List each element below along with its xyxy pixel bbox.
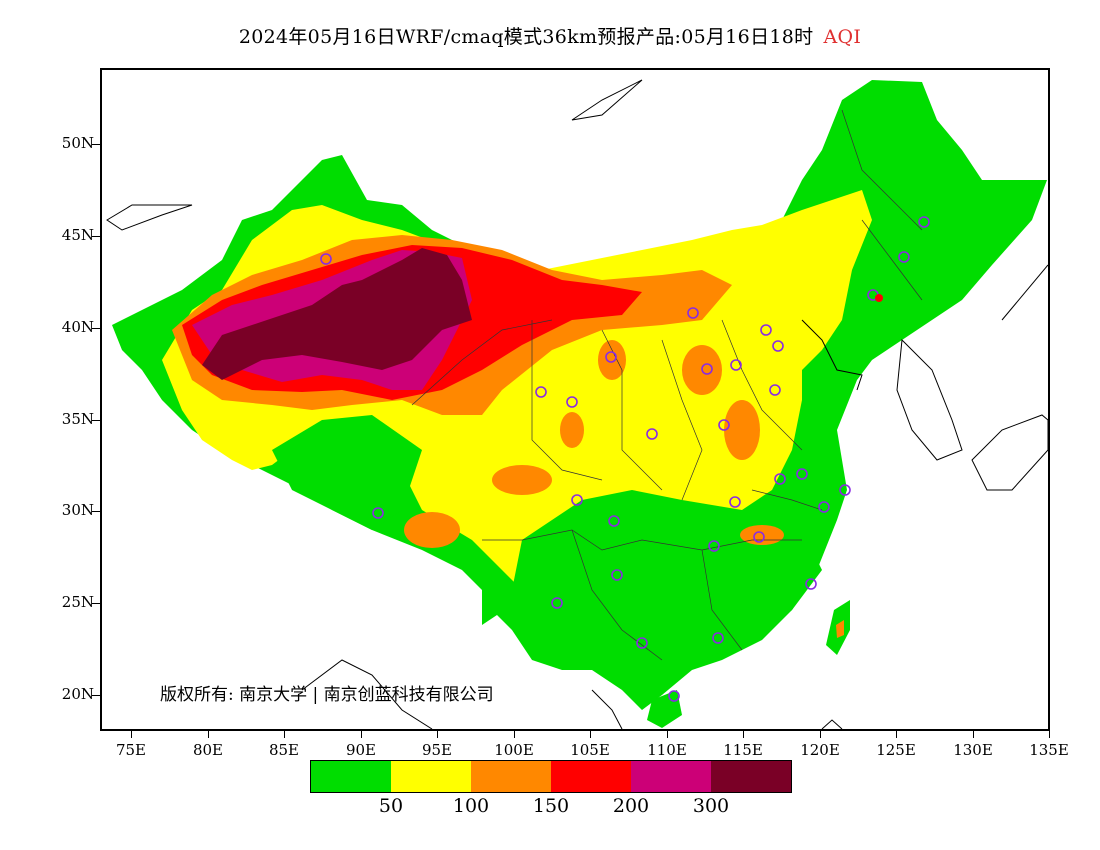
x-label: 95E	[421, 741, 453, 759]
legend-label: 300	[692, 795, 730, 817]
hainan-island	[647, 690, 682, 728]
hotspot-red	[875, 294, 883, 302]
x-tick	[973, 731, 974, 738]
legend-label: 100	[452, 795, 490, 817]
x-label: 130E	[953, 741, 993, 759]
y-label: 20N	[61, 685, 94, 703]
province-borders	[411, 109, 923, 661]
x-tick	[896, 731, 897, 738]
land-green-tibet	[272, 415, 422, 530]
y-label: 30N	[61, 501, 94, 519]
x-label: 120E	[800, 741, 840, 759]
copyright-text: 版权所有: 南京大学 | 南京创蓝科技有限公司	[160, 685, 494, 705]
x-tick	[743, 731, 744, 738]
lake-baikal	[571, 79, 643, 121]
x-label: 110E	[647, 741, 687, 759]
x-label: 100E	[494, 741, 534, 759]
legend-label: 150	[532, 795, 570, 817]
x-tick	[437, 731, 438, 738]
x-tick	[361, 731, 362, 738]
y-label: 40N	[61, 318, 94, 336]
japan-outline	[971, 414, 1048, 491]
x-tick	[820, 731, 821, 738]
x-label: 105E	[570, 741, 610, 759]
y-label: 45N	[61, 226, 94, 244]
aqi-map	[106, 79, 1048, 729]
y-tick	[92, 603, 100, 604]
map-frame[interactable]	[100, 68, 1050, 731]
x-tick	[131, 731, 132, 738]
color-legend	[310, 760, 792, 793]
y-label: 50N	[61, 134, 94, 152]
taiwan-orange	[836, 620, 844, 638]
x-label: 135E	[1029, 741, 1069, 759]
y-tick	[92, 695, 100, 696]
y-label: 35N	[61, 410, 94, 428]
legend-label: 50	[378, 795, 404, 817]
y-tick	[92, 511, 100, 512]
bohai-coast	[801, 319, 863, 391]
x-tick	[667, 731, 668, 738]
x-label: 125E	[876, 741, 916, 759]
x-label: 115E	[723, 741, 763, 759]
x-tick	[208, 731, 209, 738]
legend-swatch	[471, 761, 551, 792]
korea-outline	[896, 338, 963, 461]
legend-swatch	[311, 761, 391, 792]
y-tick	[92, 236, 100, 237]
land-maroon	[202, 248, 472, 380]
legend-swatch	[551, 761, 631, 792]
legend-swatch	[711, 761, 791, 792]
y-label: 25N	[61, 593, 94, 611]
legend-swatch	[391, 761, 471, 792]
russia-coast	[1001, 264, 1048, 321]
x-label: 75E	[115, 741, 147, 759]
legend-label: 200	[612, 795, 650, 817]
philippines	[821, 719, 843, 729]
caspian-outline	[106, 204, 193, 231]
x-label: 85E	[268, 741, 300, 759]
orange-blobs	[404, 340, 784, 548]
title-text: 2024年05月16日WRF/cmaq模式36km预报产品:05月16日18时	[238, 26, 814, 48]
x-tick	[284, 731, 285, 738]
x-label: 80E	[192, 741, 224, 759]
y-tick	[92, 420, 100, 421]
y-tick	[92, 144, 100, 145]
y-tick	[92, 328, 100, 329]
x-label: 90E	[345, 741, 377, 759]
x-tick	[590, 731, 591, 738]
station-markers	[320, 216, 930, 702]
vietnam-coast	[591, 689, 623, 729]
title-variable: AQI	[823, 26, 862, 48]
se-asia-coast	[301, 659, 433, 729]
x-tick	[514, 731, 515, 738]
legend-swatch	[631, 761, 711, 792]
x-tick	[1049, 731, 1050, 738]
map-title: 2024年05月16日WRF/cmaq模式36km预报产品:05月16日18时 A…	[0, 22, 1100, 49]
